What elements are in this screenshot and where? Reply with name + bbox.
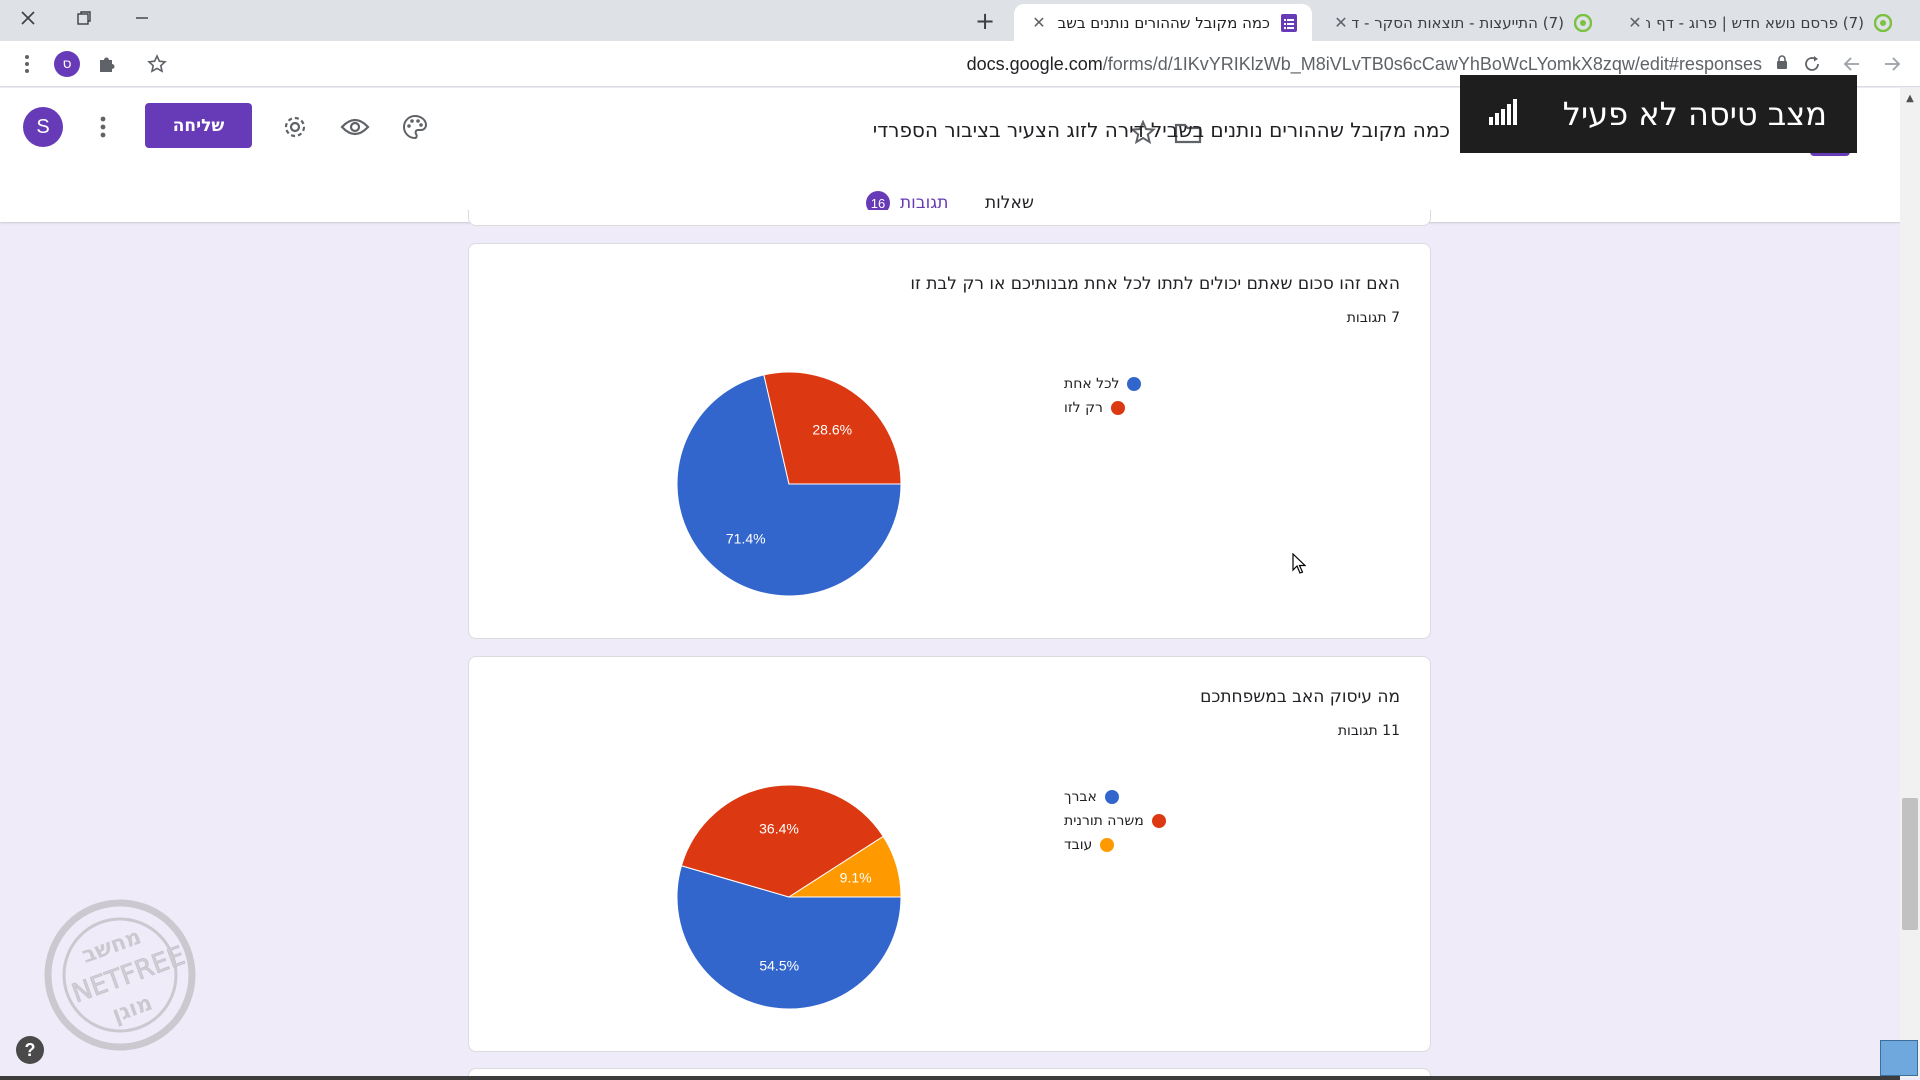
- browser-menu-icon[interactable]: [12, 49, 42, 79]
- legend-color-dot: [1100, 838, 1115, 852]
- scroll-up-arrow-icon[interactable]: ▲: [1906, 92, 1914, 104]
- question-title: מה עיסוק האב במשפחתכם: [1200, 687, 1400, 707]
- settings-gear-icon[interactable]: [278, 110, 312, 144]
- url-path: /forms/d/1IKvYRIKlzWb_M8iVLvTB0s6cCawYhB…: [1102, 53, 1762, 74]
- browser-tab-survey[interactable]: (7) התייעצות - תוצאות הסקר - דיו ✕: [1316, 4, 1606, 41]
- flight-mode-overlay: מצב טיסה לא פעיל: [1460, 75, 1857, 153]
- browser-tab-bar: + כמה מקובל שההורים נותנים בשב ✕ (7) התי…: [0, 0, 1920, 41]
- browser-tab-forms[interactable]: כמה מקובל שההורים נותנים בשב ✕: [1014, 4, 1312, 41]
- extensions-puzzle-icon[interactable]: [92, 49, 122, 79]
- chart-legend: לכל אחת רק לזו: [1064, 372, 1244, 420]
- pie-chart: 71.4% 28.6%: [676, 371, 902, 597]
- tab-close-icon[interactable]: ✕: [1032, 13, 1046, 32]
- window-minimize-icon[interactable]: [114, 0, 170, 36]
- legend-label: משרה תורנית: [1064, 813, 1144, 829]
- legend-label: עובד: [1064, 837, 1093, 853]
- question-card: מה עיסוק האב במשפחתכם 11 תגובות 54.5% 36.…: [468, 656, 1431, 1052]
- pie-slice-label: 71.4%: [726, 530, 766, 546]
- forward-arrow-icon[interactable]: [1877, 49, 1907, 79]
- pie-slice[interactable]: [680, 784, 884, 898]
- window-restore-icon[interactable]: [56, 0, 112, 36]
- legend-color-dot: [1104, 790, 1119, 804]
- response-count: 11 תגובות: [1337, 723, 1400, 739]
- pie-slice-label: 28.6%: [812, 422, 852, 438]
- preview-eye-icon[interactable]: [338, 110, 372, 144]
- forms-tabs: שאלות תגובות 16: [0, 184, 1900, 222]
- folder-icon[interactable]: [1171, 116, 1205, 150]
- legend-label: רק לזו: [1064, 400, 1103, 416]
- taskbar-download-icon[interactable]: [1880, 1040, 1918, 1076]
- legend-item[interactable]: רק לזו: [1064, 396, 1244, 420]
- taskbar-strip: [0, 1076, 1900, 1080]
- browser-tab-title: כמה מקובל שההורים נותנים בשב: [1057, 13, 1270, 32]
- signal-bars-icon: [1488, 99, 1518, 129]
- profile-avatar-icon[interactable]: ס: [52, 49, 82, 79]
- question-card: האם זהו סכום שאתם יכולים לתתו לכל אחת מב…: [468, 243, 1431, 639]
- form-title[interactable]: כמה מקובל שההורים נותנים בשביל דירה לזוג…: [872, 118, 1450, 142]
- legend-item[interactable]: משרה תורנית: [1064, 809, 1244, 833]
- tab-close-icon[interactable]: ✕: [1628, 13, 1642, 32]
- tab-questions[interactable]: שאלות: [985, 184, 1034, 222]
- pie-slice[interactable]: [787, 835, 902, 898]
- scrollbar-thumb[interactable]: [1902, 798, 1918, 930]
- legend-item[interactable]: עובד: [1064, 833, 1244, 857]
- account-avatar[interactable]: S: [23, 107, 63, 147]
- address-bar[interactable]: docs.google.com/forms/d/1IKvYRIKlzWb_M8i…: [180, 47, 1788, 81]
- profile-initial: ס: [54, 51, 80, 77]
- theme-palette-icon[interactable]: [398, 110, 432, 144]
- question-title: האם זהו סכום שאתם יכולים לתתו לכל אחת מב…: [910, 274, 1400, 294]
- pie-slice[interactable]: [763, 371, 902, 485]
- more-vert-icon[interactable]: [90, 110, 116, 144]
- legend-color-dot: [1151, 814, 1166, 828]
- google-forms-favicon-icon: [1280, 13, 1298, 32]
- window-close-icon[interactable]: [0, 0, 56, 36]
- previous-card-bottom: [468, 210, 1431, 226]
- prog-favicon-icon: [1873, 13, 1893, 32]
- legend-item[interactable]: אברך: [1064, 785, 1244, 809]
- browser-tab-title: (7) התייעצות - תוצאות הסקר - דיו: [1352, 13, 1564, 32]
- pie-slice[interactable]: [676, 374, 902, 597]
- pie-slice-label: 9.1%: [840, 869, 872, 885]
- help-button[interactable]: ?: [16, 1036, 44, 1064]
- tab-close-icon[interactable]: ✕: [1334, 13, 1348, 32]
- pie-slice[interactable]: [676, 865, 902, 1010]
- bookmark-star-icon[interactable]: [142, 49, 172, 79]
- url-domain: docs.google.com: [966, 53, 1103, 74]
- pie-slice-label: 54.5%: [759, 958, 799, 974]
- star-icon[interactable]: [1126, 116, 1160, 150]
- legend-label: לכל אחת: [1064, 376, 1120, 392]
- tab-responses-label: תגובות: [900, 193, 949, 213]
- legend-color-dot: [1110, 401, 1125, 415]
- browser-toolbar: ס docs.google.com/forms/d/1IKvYRIKlzWb_M…: [0, 41, 1920, 87]
- pie-slice-label: 36.4%: [759, 820, 799, 836]
- browser-tab-prog[interactable]: (7) פרסם נושא חדש | פרוג - דף ה ✕: [1610, 4, 1906, 41]
- browser-tab-title: (7) פרסם נושא חדש | פרוג - דף ה: [1646, 13, 1864, 32]
- netfree-watermark-logo: מחשב NETFREE מוגן: [44, 899, 196, 1051]
- response-count: 7 תגובות: [1346, 310, 1400, 326]
- pie-chart: 54.5% 36.4% 9.1%: [676, 784, 902, 1010]
- address-url: docs.google.com/forms/d/1IKvYRIKlzWb_M8i…: [967, 54, 1762, 75]
- new-tab-button[interactable]: +: [974, 7, 996, 35]
- back-arrow-icon[interactable]: [1837, 49, 1867, 79]
- flight-mode-text: מצב טיסה לא פעיל: [1562, 95, 1827, 133]
- reload-icon[interactable]: [1797, 49, 1827, 79]
- mouse-cursor-icon: [1292, 553, 1306, 574]
- legend-label: אברך: [1064, 789, 1097, 805]
- tab-questions-label: שאלות: [985, 193, 1034, 213]
- chart-legend: אברך משרה תורנית עובד: [1064, 785, 1244, 857]
- lock-icon: [1776, 54, 1788, 74]
- send-button[interactable]: שליחה: [145, 103, 252, 148]
- legend-item[interactable]: לכל אחת: [1064, 372, 1244, 396]
- prog-favicon-icon: [1573, 13, 1593, 32]
- legend-color-dot: [1127, 377, 1142, 391]
